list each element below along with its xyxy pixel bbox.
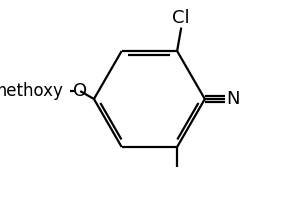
Text: methoxy: methoxy bbox=[0, 82, 63, 100]
Text: N: N bbox=[226, 90, 240, 108]
Text: Cl: Cl bbox=[172, 9, 190, 27]
Text: O: O bbox=[73, 82, 87, 100]
